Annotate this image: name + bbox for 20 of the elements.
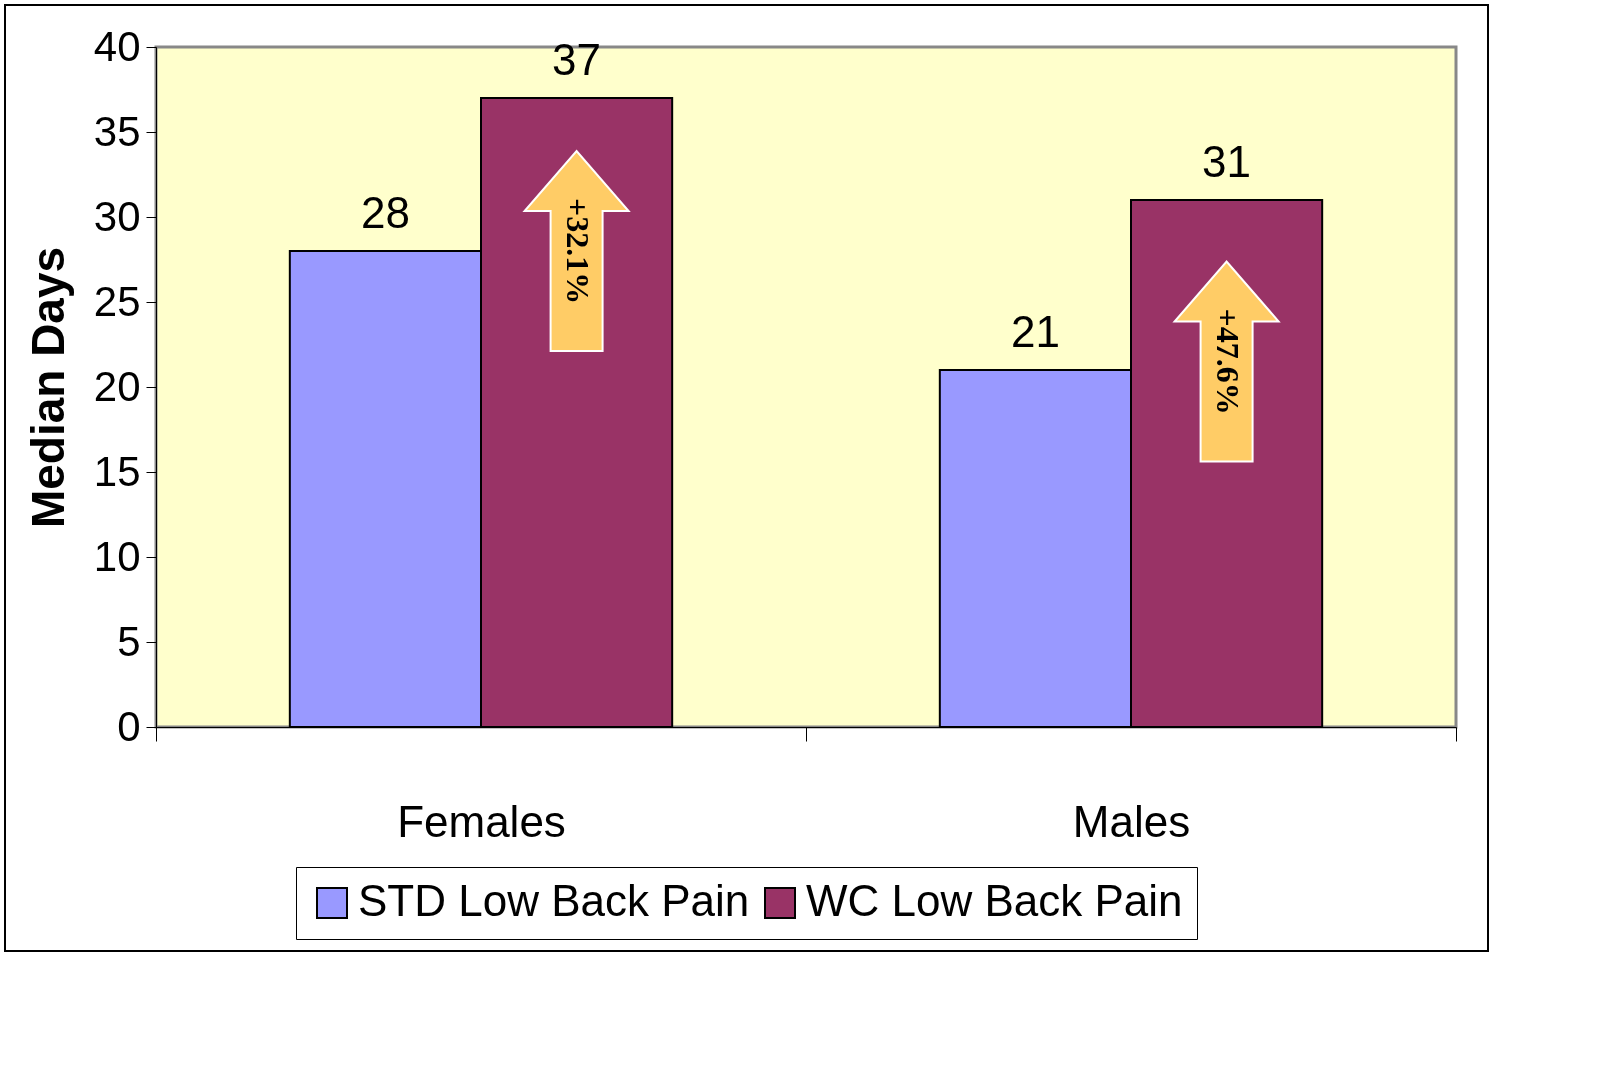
y-tick-label: 30: [93, 192, 141, 240]
data-label: 37: [552, 35, 602, 84]
y-tick-label: 40: [93, 22, 141, 70]
y-tick-label: 20: [93, 362, 141, 410]
legend-label: WC Low Back Pain: [806, 876, 1183, 925]
x-tick-label: Males: [1072, 796, 1191, 846]
data-label: 21: [1010, 307, 1060, 356]
annotation: +47.6%: [1209, 308, 1246, 415]
annotation: +32.1%: [559, 197, 596, 305]
legend-label: STD Low Back Pain: [358, 876, 750, 925]
y-axis-title: Median Days: [21, 246, 74, 529]
y-tick-label: 25: [93, 277, 141, 325]
y-tick-label: 15: [93, 447, 141, 495]
y-tick-label: 10: [93, 532, 141, 580]
data-label: 28: [360, 188, 410, 237]
data-label: 31: [1202, 137, 1252, 186]
y-tick-label: 0: [117, 702, 141, 750]
y-tick-label: 5: [117, 617, 141, 665]
x-tick-label: Females: [397, 796, 566, 846]
y-tick-label: 35: [93, 107, 141, 155]
